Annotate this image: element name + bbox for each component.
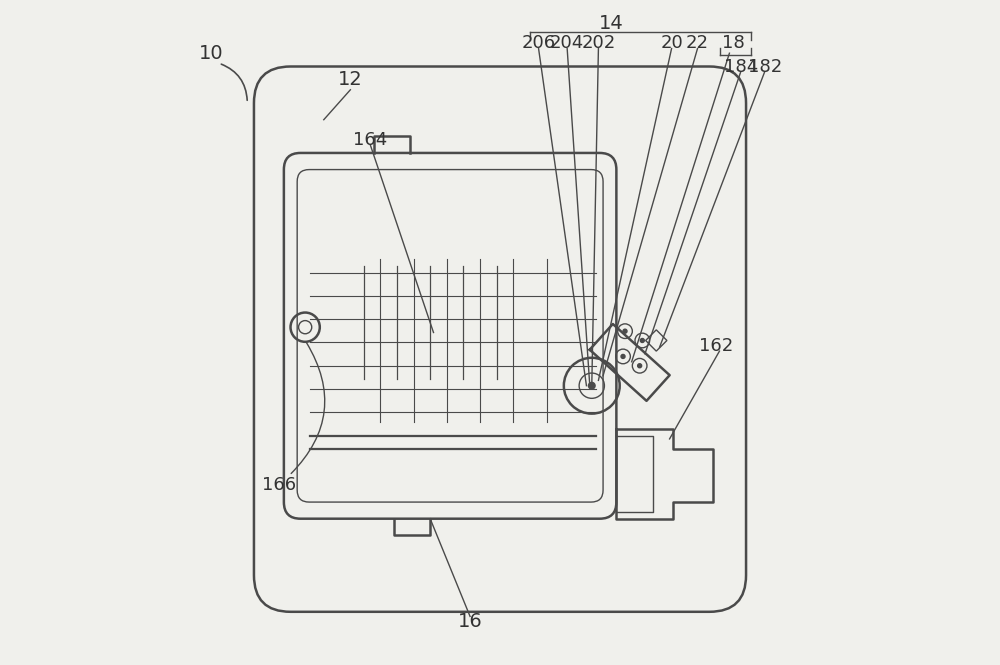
Text: 16: 16 xyxy=(458,612,482,631)
Text: 22: 22 xyxy=(686,34,709,53)
Text: 182: 182 xyxy=(748,57,782,76)
Text: 20: 20 xyxy=(660,34,683,53)
Text: 206: 206 xyxy=(522,34,556,53)
FancyArrowPatch shape xyxy=(291,343,325,473)
Circle shape xyxy=(588,382,595,389)
Text: 166: 166 xyxy=(262,476,296,495)
Text: 14: 14 xyxy=(599,14,624,33)
Text: 12: 12 xyxy=(338,70,363,89)
Text: 202: 202 xyxy=(581,34,616,53)
Circle shape xyxy=(621,354,625,358)
FancyArrowPatch shape xyxy=(221,64,247,100)
Text: 204: 204 xyxy=(550,34,584,53)
Text: 164: 164 xyxy=(353,130,387,149)
Text: 162: 162 xyxy=(699,336,733,355)
Text: 10: 10 xyxy=(198,44,223,63)
Text: 18: 18 xyxy=(722,34,745,53)
Circle shape xyxy=(640,338,644,342)
Text: 184: 184 xyxy=(724,57,758,76)
Circle shape xyxy=(638,364,642,368)
Circle shape xyxy=(623,329,627,333)
